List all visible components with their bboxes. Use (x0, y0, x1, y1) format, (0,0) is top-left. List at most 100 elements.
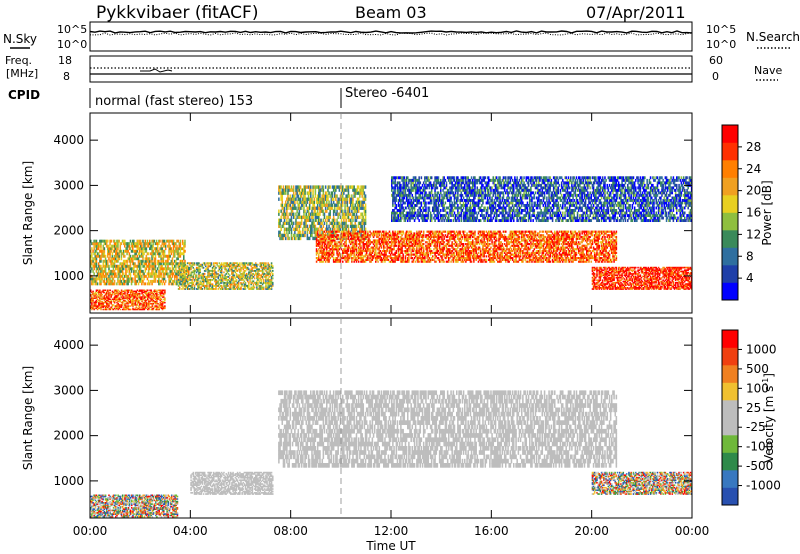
cpid-mode-2: Stereo -6401 (345, 86, 429, 101)
heatmap-cell (100, 282, 102, 285)
heatmap-cell (314, 222, 316, 225)
heatmap-cell (141, 282, 143, 285)
heatmap-cell (92, 291, 94, 293)
heatmap-cell (312, 219, 314, 222)
heatmap-cell (138, 245, 140, 248)
heatmap-cell (120, 309, 122, 311)
heatmap-cell (315, 188, 317, 191)
heatmap-cell (148, 280, 150, 283)
heatmap-cell (291, 216, 293, 219)
heatmap-cell (92, 260, 94, 263)
heatmap-cell (309, 237, 311, 240)
heatmap-cell (310, 219, 312, 222)
heatmap-cell (365, 198, 367, 201)
heatmap-cell (146, 247, 148, 250)
heatmap-cell (164, 282, 166, 285)
heatmap-cell (137, 267, 139, 270)
heatmap-cell (120, 277, 122, 280)
heatmap-cell (93, 272, 95, 275)
heatmap-cell (127, 250, 129, 253)
heatmap-cell (222, 274, 224, 276)
heatmap-cell (96, 260, 98, 263)
heatmap-cell (365, 222, 367, 225)
heatmap-cell (312, 194, 314, 197)
heatmap-cell (157, 294, 159, 296)
heatmap-cell (295, 213, 297, 216)
heatmap-cell (342, 261, 344, 263)
heatmap-cell (323, 219, 325, 222)
heatmap-cell (96, 262, 98, 265)
heatmap-cell (304, 191, 306, 194)
heatmap-cell (118, 265, 120, 268)
heatmap-cell (300, 231, 302, 234)
freq-strip-frame (90, 56, 692, 82)
heatmap-cell (118, 255, 120, 258)
heatmap-cell (175, 265, 177, 268)
heatmap-cell (272, 277, 274, 279)
heatmap-cell (301, 222, 303, 225)
heatmap-cell (402, 254, 404, 256)
heatmap-cell (324, 201, 326, 204)
heatmap-cell (285, 216, 287, 219)
heatmap-cell (116, 282, 118, 285)
heatmap-cell (352, 204, 354, 207)
heatmap-cell (365, 210, 367, 213)
heatmap-cell (129, 252, 131, 255)
heatmap-cell (163, 280, 165, 283)
heatmap-cell (329, 213, 331, 216)
heatmap-cell (132, 277, 134, 280)
freq-label: Freq. (5, 54, 32, 67)
heatmap-cell (384, 247, 386, 249)
heatmap-cell (172, 257, 174, 260)
heatmap-cell (117, 260, 119, 263)
heatmap-cell (287, 201, 289, 204)
heatmap-cell (278, 198, 280, 201)
heatmap-cell (177, 240, 179, 243)
heatmap-cell (129, 270, 131, 273)
heatmap-cell (173, 272, 175, 275)
heatmap-cell (108, 267, 110, 270)
heatmap-cell (339, 222, 341, 225)
heatmap-cell (130, 275, 132, 278)
heatmap-cell (296, 191, 298, 194)
heatmap-cell (364, 225, 366, 228)
heatmap-cell (280, 185, 282, 188)
heatmap-cell (106, 282, 108, 285)
heatmap-cell (436, 261, 438, 263)
heatmap-cell (165, 245, 167, 248)
heatmap-cell (284, 210, 286, 213)
heatmap-cell (337, 204, 339, 207)
heatmap-cell (120, 247, 122, 250)
heatmap-cell (319, 191, 321, 194)
heatmap-cell (117, 242, 119, 245)
heatmap-cell (164, 240, 166, 243)
heatmap-cell (160, 272, 162, 275)
heatmap-cell (329, 216, 331, 219)
heatmap-cell (104, 247, 106, 250)
heatmap-cell (159, 282, 161, 285)
heatmap-cell (162, 247, 164, 250)
heatmap-cell (236, 279, 238, 281)
heatmap-cell (285, 188, 287, 191)
heatmap-cell (105, 267, 107, 270)
heatmap-cell (131, 282, 133, 285)
heatmap-cell (114, 262, 116, 265)
heatmap-cell (351, 210, 353, 213)
heatmap-cell (159, 270, 161, 273)
heatmap-cell (294, 204, 296, 207)
heatmap-cell (135, 252, 137, 255)
heatmap-cell (344, 207, 346, 210)
heatmap-cell (141, 245, 143, 248)
heatmap-cell (137, 255, 139, 258)
heatmap-cell (107, 262, 109, 265)
heatmap-cell (310, 191, 312, 194)
heatmap-cell (333, 198, 335, 201)
heatmap-cell (142, 280, 144, 283)
heatmap-cell (272, 282, 274, 284)
heatmap-cell (365, 204, 367, 207)
heatmap-cell (104, 252, 106, 255)
heatmap-cell (130, 240, 132, 243)
heatmap-cell (121, 250, 123, 253)
heatmap-cell (171, 277, 173, 280)
heatmap-cell (349, 210, 351, 213)
